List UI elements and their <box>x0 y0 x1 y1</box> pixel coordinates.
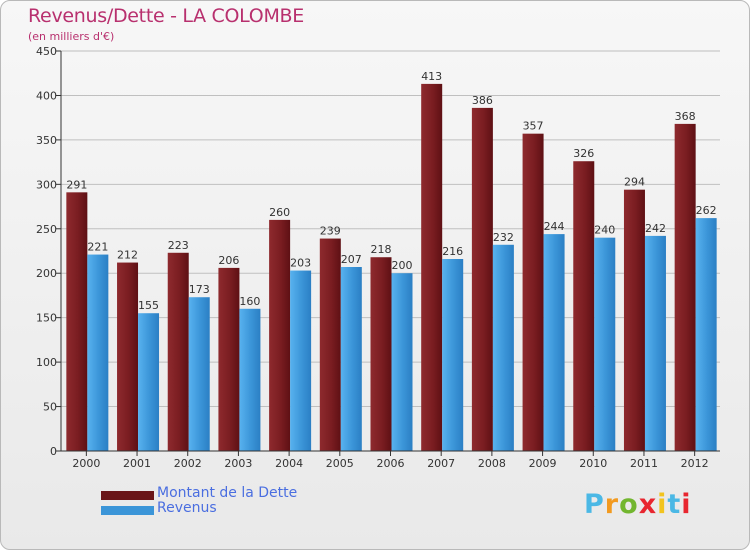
x-tick-label: 2009 <box>529 457 557 470</box>
bar-dette <box>674 123 696 451</box>
y-tick-label: 150 <box>36 312 57 325</box>
x-tick-label: 2012 <box>681 457 709 470</box>
logo-letter: t <box>667 489 682 520</box>
value-label-revenus: 232 <box>493 231 514 244</box>
value-label-revenus: 173 <box>189 283 210 296</box>
legend-label-revenus: Revenus <box>157 500 217 516</box>
proxiti-logo: Proxiti <box>584 489 692 520</box>
logo-letter: i <box>681 489 692 520</box>
bar-revenus <box>492 244 514 451</box>
value-label-revenus: 216 <box>442 245 463 258</box>
bar-dette <box>167 252 189 451</box>
y-tick-label: 300 <box>36 178 57 191</box>
value-label-dette: 206 <box>218 254 239 267</box>
chart-title: Revenus/Dette - LA COLOMBE <box>28 5 304 27</box>
logo-letter: r <box>604 489 620 520</box>
y-tick-label: 100 <box>36 356 57 369</box>
bar-revenus <box>340 267 362 451</box>
value-label-dette: 291 <box>66 178 87 191</box>
y-tick-label: 200 <box>36 267 57 280</box>
value-label-revenus: 207 <box>341 253 362 266</box>
bar-revenus <box>442 259 464 451</box>
chart-subtitle: (en milliers d'€) <box>28 30 115 43</box>
legend-swatch-revenus <box>101 506 154 515</box>
x-tick-label: 2005 <box>326 457 354 470</box>
bar-revenus <box>594 237 616 451</box>
bar-revenus <box>188 297 210 451</box>
bar-dette <box>623 189 645 451</box>
value-label-dette: 212 <box>117 249 138 262</box>
bar-dette <box>218 267 240 451</box>
x-tick-label: 2006 <box>377 457 405 470</box>
x-tick-label: 2001 <box>123 457 151 470</box>
bar-revenus <box>391 273 413 451</box>
x-tick-label: 2010 <box>579 457 607 470</box>
legend-swatch-dette <box>101 491 154 500</box>
x-tick-label: 2003 <box>224 457 252 470</box>
value-label-dette: 260 <box>269 206 290 219</box>
bar-revenus <box>290 270 312 451</box>
value-label-revenus: 242 <box>645 222 666 235</box>
bar-revenus <box>543 234 565 451</box>
bar-revenus <box>87 254 109 451</box>
bar-dette <box>370 257 392 451</box>
value-label-revenus: 262 <box>696 204 717 217</box>
value-label-revenus: 155 <box>138 299 159 312</box>
value-label-revenus: 203 <box>290 257 311 270</box>
bar-dette <box>66 192 88 452</box>
y-tick-label: 0 <box>50 445 57 458</box>
value-label-dette: 294 <box>624 176 645 189</box>
y-tick-label: 400 <box>36 89 57 102</box>
bar-dette <box>117 262 139 451</box>
x-tick-label: 2004 <box>275 457 303 470</box>
value-label-revenus: 221 <box>87 241 108 254</box>
x-tick-label: 2002 <box>174 457 202 470</box>
logo-letter: i <box>657 489 668 520</box>
value-label-revenus: 200 <box>392 259 413 272</box>
bar-dette <box>319 238 341 451</box>
value-label-dette: 413 <box>421 70 442 83</box>
value-label-revenus: 240 <box>594 224 615 237</box>
value-label-revenus: 160 <box>239 295 260 308</box>
bar-dette <box>421 83 443 451</box>
y-tick-label: 350 <box>36 134 57 147</box>
bar-dette <box>471 107 493 451</box>
bar-dette <box>573 161 595 451</box>
value-label-dette: 357 <box>523 120 544 133</box>
logo-letter: P <box>584 489 605 520</box>
bar-revenus <box>138 313 160 451</box>
value-label-dette: 368 <box>675 110 696 123</box>
x-tick-label: 2000 <box>72 457 100 470</box>
value-label-dette: 239 <box>320 225 341 238</box>
legend-label-dette: Montant de la Dette <box>157 485 298 501</box>
bar-revenus <box>644 235 666 451</box>
bar-revenus <box>695 218 717 451</box>
y-tick-label: 450 <box>36 45 57 58</box>
bar-dette <box>522 133 544 451</box>
logo-letter: o <box>619 489 639 520</box>
x-tick-label: 2011 <box>630 457 658 470</box>
value-label-dette: 223 <box>168 239 189 252</box>
x-tick-label: 2007 <box>427 457 455 470</box>
y-tick-label: 50 <box>43 401 57 414</box>
bar-revenus <box>239 308 261 451</box>
value-label-dette: 218 <box>371 243 392 256</box>
y-tick-label: 250 <box>36 223 57 236</box>
logo-letter: x <box>638 489 658 520</box>
bar-dette <box>269 219 291 451</box>
value-labels: 2912212121552231732061602602032392072182… <box>66 70 716 312</box>
value-label-dette: 326 <box>573 147 594 160</box>
value-label-revenus: 244 <box>544 220 565 233</box>
bars <box>66 83 717 452</box>
x-tick-label: 2008 <box>478 457 506 470</box>
value-label-dette: 386 <box>472 94 493 107</box>
